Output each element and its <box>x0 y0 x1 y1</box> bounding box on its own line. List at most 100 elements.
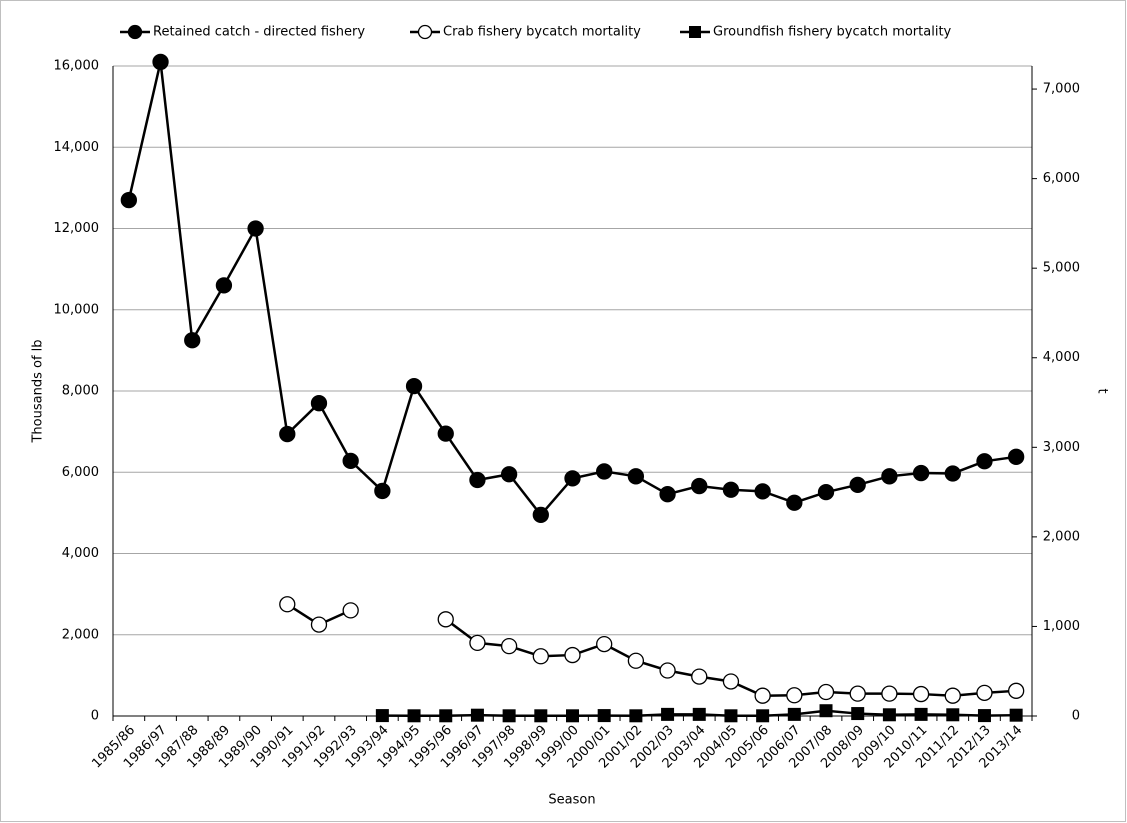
y-tick-label: 16,000 <box>54 59 100 74</box>
data-point <box>247 220 264 237</box>
data-point <box>819 704 833 718</box>
data-point <box>374 482 391 500</box>
data-point <box>437 425 454 442</box>
data-point <box>977 709 991 723</box>
data-point <box>564 646 581 664</box>
data-point <box>754 687 771 704</box>
data-point <box>817 683 835 701</box>
data-point <box>914 707 928 721</box>
data-point <box>279 425 296 443</box>
y-tick-label: 2,000 <box>62 627 99 642</box>
data-point <box>912 464 930 482</box>
data-point <box>849 476 866 493</box>
data-point <box>500 466 518 483</box>
data-point <box>407 709 421 723</box>
data-point <box>691 477 708 495</box>
y2-tick-label: 6,000 <box>1043 171 1080 186</box>
data-point <box>534 709 548 723</box>
data-point <box>439 709 453 723</box>
y2-tick-label: 4,000 <box>1043 350 1080 365</box>
y-tick-label: 6,000 <box>62 465 99 480</box>
data-point <box>692 707 706 721</box>
data-point <box>724 709 738 723</box>
y2-tick-label: 3,000 <box>1043 440 1080 455</box>
data-point <box>629 709 643 723</box>
data-point <box>722 673 740 690</box>
legend-label: Groundfish fishery bycatch mortality <box>713 25 952 40</box>
data-point <box>375 709 389 723</box>
legend-label: Retained catch - directed fishery <box>153 25 365 40</box>
legend-marker <box>417 24 433 40</box>
data-point <box>152 53 169 71</box>
legend-label: Crab fishery bycatch mortality <box>443 25 641 40</box>
data-point <box>881 685 898 702</box>
y-tick-label: 4,000 <box>62 546 99 561</box>
y-tick-label: 12,000 <box>54 221 100 236</box>
data-point <box>1009 708 1023 722</box>
y2-tick-label: 5,000 <box>1043 261 1080 276</box>
y2-tick-label: 1,000 <box>1043 619 1080 634</box>
data-point <box>787 707 801 721</box>
data-point <box>627 468 645 485</box>
data-point <box>469 634 486 652</box>
data-point <box>754 483 771 500</box>
data-point <box>597 709 611 723</box>
data-point <box>564 470 581 487</box>
data-point <box>342 602 359 619</box>
data-point <box>756 709 770 723</box>
data-point <box>1008 682 1025 699</box>
data-point <box>786 687 803 704</box>
data-point <box>627 652 645 669</box>
y-tick-label: 14,000 <box>54 140 100 155</box>
data-point <box>279 596 296 613</box>
data-point <box>470 708 484 722</box>
data-point <box>310 616 328 633</box>
data-point <box>691 668 708 685</box>
data-point <box>596 463 613 480</box>
data-point <box>502 709 516 723</box>
data-point <box>944 465 961 482</box>
y-tick-label: 0 <box>91 709 99 724</box>
data-point <box>659 486 676 503</box>
y-tick-label: 8,000 <box>62 384 99 399</box>
data-point <box>881 468 898 485</box>
data-point <box>532 506 549 524</box>
data-point <box>405 377 423 395</box>
data-point <box>437 611 454 628</box>
data-point <box>882 708 896 722</box>
data-point <box>849 685 866 702</box>
data-point <box>215 277 233 294</box>
data-point <box>342 452 359 470</box>
data-point <box>976 684 993 701</box>
y2-tick-label: 7,000 <box>1043 82 1080 97</box>
data-point <box>946 708 960 722</box>
data-point <box>184 332 201 349</box>
data-point <box>469 471 486 489</box>
y2-tick-label: 0 <box>1072 709 1080 724</box>
data-point <box>912 685 930 703</box>
data-point <box>500 637 518 655</box>
data-point <box>566 709 579 723</box>
data-point <box>976 453 993 470</box>
data-point <box>310 395 328 412</box>
data-point <box>661 707 675 721</box>
data-point <box>817 484 835 501</box>
y-tick-label: 10,000 <box>54 302 100 317</box>
x-axis-title: Season <box>548 793 595 808</box>
y2-axis-title: t <box>1095 388 1110 393</box>
legend-marker <box>127 24 143 40</box>
data-point <box>120 191 137 209</box>
data-point <box>944 687 961 704</box>
legend-marker <box>689 26 701 38</box>
y-axis-title: Thousands of lb <box>31 339 46 443</box>
data-point <box>659 662 676 679</box>
data-point <box>1008 448 1025 465</box>
data-point <box>722 481 740 498</box>
data-point <box>786 494 803 511</box>
y2-tick-label: 2,000 <box>1043 529 1080 544</box>
data-point <box>596 635 613 653</box>
data-point <box>532 648 549 665</box>
data-point <box>851 707 865 721</box>
